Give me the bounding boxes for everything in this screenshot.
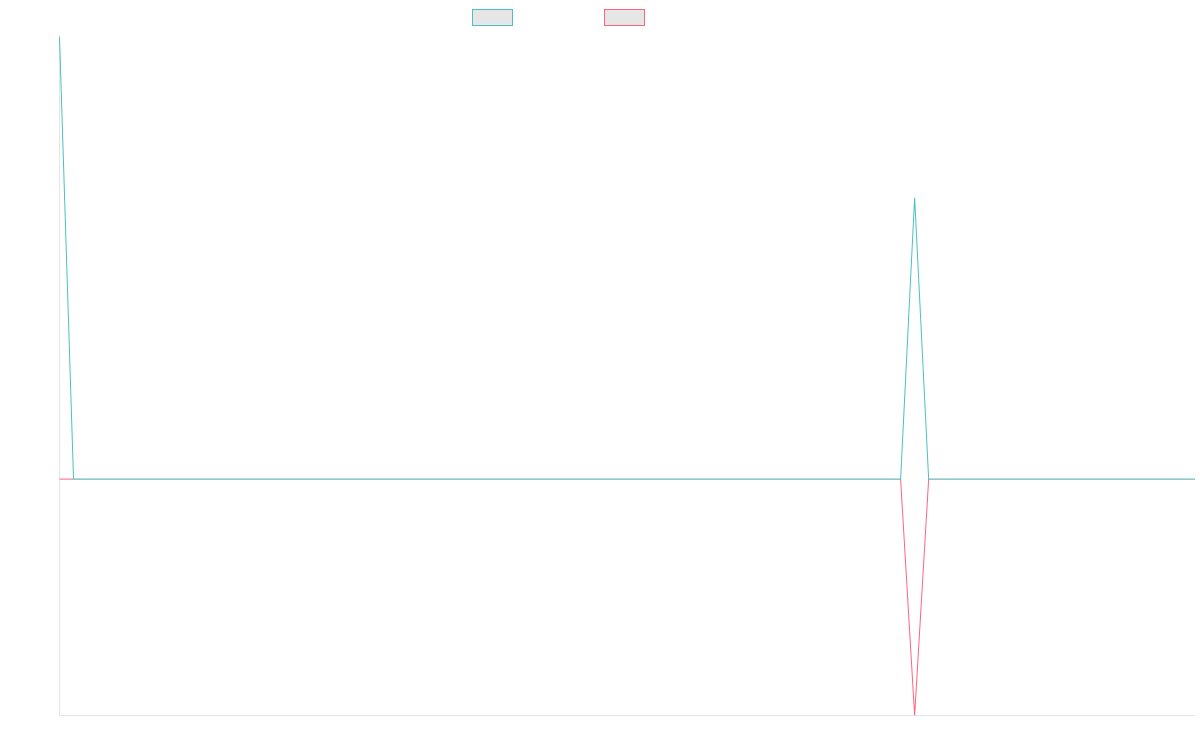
series-line-1	[59, 36, 1195, 480]
legend-swatch-2[interactable]	[604, 9, 645, 26]
legend[interactable]	[472, 9, 645, 26]
series-layer	[59, 36, 1195, 716]
axes	[59, 35, 1195, 716]
series-line-2	[59, 478, 1195, 716]
legend-swatch-1[interactable]	[472, 9, 513, 26]
